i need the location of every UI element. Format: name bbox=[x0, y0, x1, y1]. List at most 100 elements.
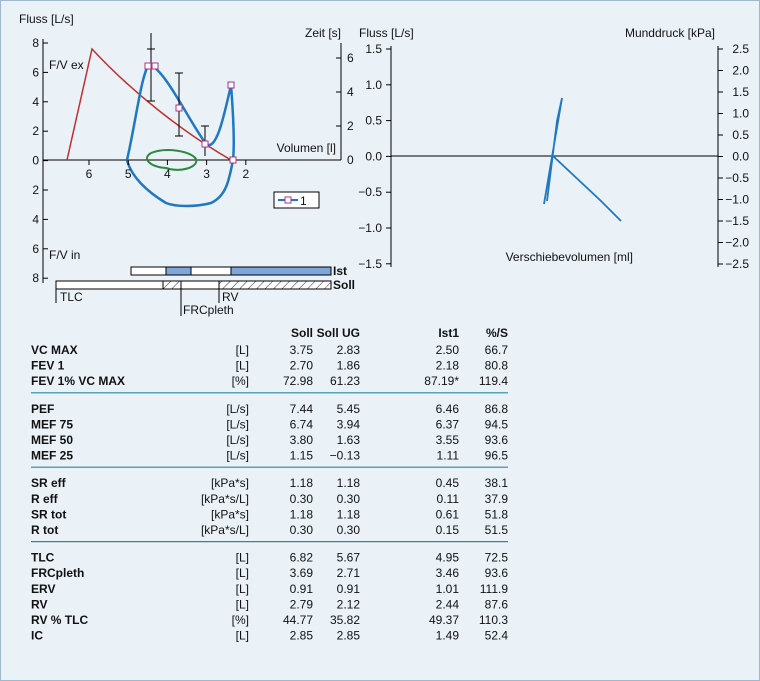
unit: [L/s] bbox=[226, 417, 249, 431]
ex-label: F/V ex bbox=[49, 58, 84, 72]
cell: 0.61 bbox=[436, 507, 460, 521]
cell: 3.75 bbox=[290, 343, 314, 357]
cell: 3.80 bbox=[290, 433, 314, 447]
y-tick-label: 4 bbox=[32, 95, 39, 109]
loop-y2-label: Munddruck [kPa] bbox=[625, 26, 715, 40]
soll-segment bbox=[162, 280, 182, 290]
in-label: F/V in bbox=[49, 248, 80, 262]
unit: [L/s] bbox=[226, 449, 249, 463]
unit: [L] bbox=[236, 343, 249, 357]
unit: [L/s] bbox=[226, 433, 249, 447]
row-label: VC MAX bbox=[31, 343, 78, 357]
unit: [kPa*s/L] bbox=[201, 523, 249, 537]
measured-loop bbox=[125, 62, 236, 208]
column-header: Soll UG bbox=[317, 326, 360, 340]
loop-y2-tick-label: −2.5 bbox=[725, 257, 749, 271]
y-tick-label: 8 bbox=[32, 36, 39, 50]
y-tick-label: 8 bbox=[32, 271, 39, 285]
y2-tick-label: 6 bbox=[347, 51, 354, 65]
column-header: Soll bbox=[291, 326, 313, 340]
x-tick-label: 5 bbox=[125, 167, 132, 181]
cell: 3.46 bbox=[436, 566, 460, 580]
resistance-loop bbox=[543, 97, 622, 222]
cell: 110.3 bbox=[479, 613, 508, 627]
loop-y-tick-label: 1.0 bbox=[365, 78, 382, 92]
cell: 44.77 bbox=[283, 613, 313, 627]
row-label: RV bbox=[31, 597, 47, 611]
cell: 6.46 bbox=[436, 402, 460, 416]
cell: 2.83 bbox=[337, 343, 361, 357]
cell: 1.01 bbox=[436, 582, 460, 596]
x-tick-label: 3 bbox=[203, 167, 210, 181]
loop-y2-tick-label: 0.5 bbox=[732, 128, 749, 142]
row-label: FRCpleth bbox=[31, 566, 84, 580]
column-header: Ist1 bbox=[438, 326, 459, 340]
row-label: SR tot bbox=[31, 507, 66, 521]
cell: 93.6 bbox=[485, 566, 509, 580]
y-tick-label: 6 bbox=[32, 65, 39, 79]
cell: 1.86 bbox=[337, 359, 361, 373]
ist-segment bbox=[165, 266, 192, 276]
cell: 87.19* bbox=[424, 374, 459, 388]
y-tick-label: 2 bbox=[32, 124, 39, 138]
cell: 0.45 bbox=[436, 476, 460, 490]
cell: 0.91 bbox=[290, 582, 314, 596]
cell: 66.7 bbox=[485, 343, 509, 357]
row-label: PEF bbox=[31, 402, 54, 416]
cell: 87.6 bbox=[485, 597, 509, 611]
cell: 7.44 bbox=[290, 402, 314, 416]
cell: 6.82 bbox=[290, 551, 314, 565]
cell: 2.18 bbox=[436, 359, 460, 373]
cell: 0.91 bbox=[337, 582, 361, 596]
row-label: ERV bbox=[31, 582, 55, 596]
predicted-curve bbox=[66, 47, 232, 161]
row-label: MEF 50 bbox=[31, 433, 73, 447]
error-bars bbox=[147, 33, 209, 156]
y-label: Fluss [L/s] bbox=[19, 12, 74, 26]
loop-y2-tick-label: −2.0 bbox=[725, 236, 749, 250]
cell: 1.18 bbox=[290, 476, 314, 490]
cell: 2.44 bbox=[436, 597, 460, 611]
cell: 86.8 bbox=[485, 402, 509, 416]
unit: [L] bbox=[236, 551, 249, 565]
y-tick-label: 6 bbox=[32, 242, 39, 256]
y2-tick-label: 0 bbox=[347, 153, 354, 167]
cell: 51.5 bbox=[485, 523, 509, 537]
cell: 1.15 bbox=[290, 449, 314, 463]
legend-marker bbox=[284, 196, 292, 204]
unit: [kPa*s/L] bbox=[201, 492, 249, 506]
loop-x-label: Verschiebevolumen [ml] bbox=[506, 250, 633, 264]
cell: 5.45 bbox=[337, 402, 361, 416]
row-label: TLC bbox=[31, 551, 55, 565]
cell: −0.13 bbox=[330, 449, 361, 463]
loop-y2-tick-label: −0.5 bbox=[725, 171, 749, 185]
loop-y2-tick-label: −1.0 bbox=[725, 193, 749, 207]
loop-y2-tick-label: 0.0 bbox=[732, 150, 749, 164]
loop-y-label: Fluss [L/s] bbox=[359, 26, 414, 40]
row-label: MEF 75 bbox=[31, 417, 73, 431]
cell: 80.8 bbox=[485, 359, 509, 373]
unit: [L] bbox=[236, 359, 249, 373]
cell: 2.12 bbox=[337, 597, 361, 611]
bar-label: Soll bbox=[333, 278, 355, 292]
results-table: Soll Soll UG Ist1 %/S VC MAX [L] 3.75 2.83 2.50 6… bbox=[31, 326, 508, 643]
cell: 72.98 bbox=[283, 374, 313, 388]
markers bbox=[144, 62, 237, 164]
row-label: R tot bbox=[31, 523, 58, 537]
cell: 52.4 bbox=[485, 629, 509, 643]
y-tick-label: 4 bbox=[32, 212, 39, 226]
row-label: FEV 1 bbox=[31, 359, 65, 373]
cell: 38.1 bbox=[485, 476, 509, 490]
row-label: FEV 1% VC MAX bbox=[31, 374, 125, 388]
cell: 51.8 bbox=[485, 507, 509, 521]
x-label: Volumen [l] bbox=[277, 141, 336, 155]
cell: 0.30 bbox=[337, 523, 361, 537]
cell: 5.67 bbox=[337, 551, 361, 565]
cell: 2.79 bbox=[290, 597, 314, 611]
y2-tick-label: 4 bbox=[347, 85, 354, 99]
x-tick-label: 2 bbox=[242, 167, 249, 181]
cell: 111.9 bbox=[480, 582, 509, 596]
row-label: IC bbox=[31, 629, 43, 643]
